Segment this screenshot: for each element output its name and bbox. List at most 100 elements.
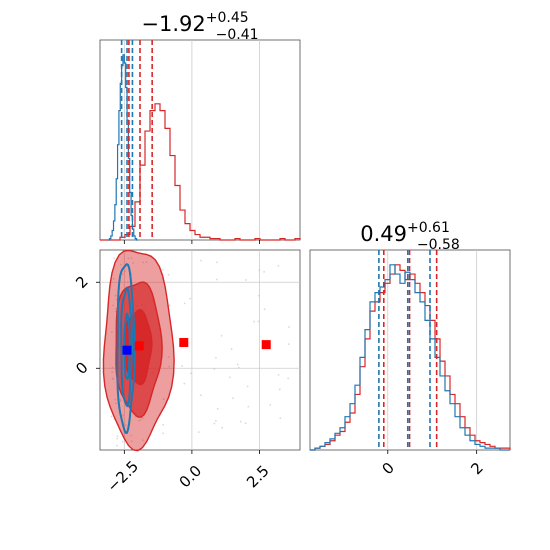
- sample-point: [114, 398, 117, 401]
- sample-point: [112, 304, 115, 307]
- sample-point: [279, 417, 282, 420]
- hist-panel-param-2-title: 0.49+0.61 −0.58: [360, 220, 460, 253]
- sample-point: [124, 270, 127, 273]
- sample-point: [121, 273, 124, 275]
- sample-point: [161, 268, 164, 271]
- sample-point: [125, 424, 127, 426]
- sample-point: [220, 334, 223, 337]
- sample-point: [162, 432, 164, 435]
- marker-2: [134, 341, 144, 351]
- sample-point: [115, 402, 117, 405]
- x-tick-label: −2.5: [104, 457, 142, 495]
- sample-point: [183, 302, 186, 305]
- sample-point: [257, 320, 260, 323]
- sample-point: [116, 444, 118, 447]
- sample-point: [257, 294, 260, 297]
- hist-panel-param-2-title-main: 0.49: [360, 222, 407, 246]
- sample-point: [111, 378, 114, 381]
- sample-point: [214, 419, 217, 422]
- sample-point: [216, 407, 219, 410]
- sample-point: [236, 363, 239, 366]
- sample-point: [278, 388, 281, 391]
- sample-point: [116, 437, 119, 440]
- y-tick-label: 2: [72, 273, 91, 292]
- hist-panel-param-1-title-main: −1.92: [141, 12, 205, 36]
- sample-point: [121, 440, 124, 443]
- sample-point: [132, 262, 134, 265]
- sample-point: [130, 434, 133, 437]
- sample-point: [114, 310, 117, 313]
- sample-point: [168, 304, 171, 307]
- hist-panel-param-1-quantiles: [120, 40, 153, 240]
- sample-point: [119, 398, 122, 401]
- sample-point: [232, 397, 234, 400]
- hist-panel-param-2-title-sup: +0.61: [407, 220, 450, 236]
- x-tick-label: 0: [379, 459, 398, 478]
- x-tick-label: 2: [467, 459, 486, 478]
- contour-2-level-2: [120, 286, 134, 408]
- sample-point: [139, 418, 142, 421]
- sample-point: [287, 343, 290, 346]
- sample-point: [287, 377, 290, 380]
- sample-point: [167, 355, 170, 358]
- sample-point: [213, 368, 216, 370]
- sample-point: [239, 420, 242, 423]
- marker-4: [261, 340, 271, 350]
- sample-point: [277, 373, 280, 376]
- sample-point: [247, 405, 250, 408]
- sample-point: [114, 294, 117, 297]
- sample-point: [197, 431, 200, 434]
- sample-point: [246, 385, 249, 388]
- hist-panel-param-1-title-sub: −0.41: [216, 27, 259, 43]
- sample-point: [215, 356, 217, 359]
- sample-point: [130, 440, 133, 443]
- hist-panel-param-1-title: −1.92+0.45 −0.41: [141, 10, 258, 43]
- hist-panel-param-2-bars: [310, 264, 511, 451]
- sample-point: [288, 326, 291, 328]
- sample-point: [215, 278, 218, 281]
- sample-point: [221, 426, 224, 429]
- sample-point: [130, 257, 133, 260]
- sample-point: [216, 261, 218, 264]
- marker-3: [179, 337, 189, 347]
- x-tick-label: 2.5: [243, 462, 273, 492]
- sample-point: [277, 264, 280, 267]
- sample-point: [141, 417, 144, 420]
- sample-point: [269, 403, 272, 406]
- sample-point: [111, 331, 113, 333]
- sample-point: [253, 320, 255, 323]
- sample-point: [213, 422, 216, 425]
- sample-point: [200, 259, 202, 262]
- sample-point: [110, 415, 113, 418]
- sample-point: [228, 376, 231, 379]
- sample-point: [244, 422, 247, 425]
- sample-point: [112, 278, 115, 280]
- hist-panel-param-1: −1.92+0.45 −0.41: [99, 10, 301, 244]
- sample-point: [263, 270, 266, 273]
- sample-point: [183, 382, 186, 385]
- hist-panel-param-1-title-sup: +0.45: [206, 10, 249, 26]
- sample-point: [162, 423, 165, 426]
- marker-1: [122, 345, 132, 355]
- hist-panel-param-2: 0 2 0.49+0.61 −0.58: [309, 220, 511, 478]
- sample-point: [111, 366, 114, 369]
- hist-panel-param-1-ticks: [123, 240, 260, 244]
- joint-panel-markers: [122, 337, 271, 355]
- sample-point: [142, 439, 144, 442]
- sample-point: [245, 279, 247, 281]
- sample-point: [237, 366, 240, 369]
- sample-point: [145, 261, 148, 264]
- joint-panel-contours: [102, 249, 175, 452]
- sample-point: [168, 365, 170, 368]
- sample-point: [111, 371, 114, 373]
- sample-point: [127, 257, 130, 260]
- sample-point: [190, 372, 192, 375]
- sample-point: [138, 419, 140, 422]
- sample-point: [115, 298, 118, 301]
- sample-point: [116, 435, 119, 438]
- sample-point: [189, 297, 191, 300]
- sample-point: [126, 281, 129, 284]
- hist-panel-param-1-frame: [99, 39, 301, 241]
- sample-point: [263, 308, 266, 311]
